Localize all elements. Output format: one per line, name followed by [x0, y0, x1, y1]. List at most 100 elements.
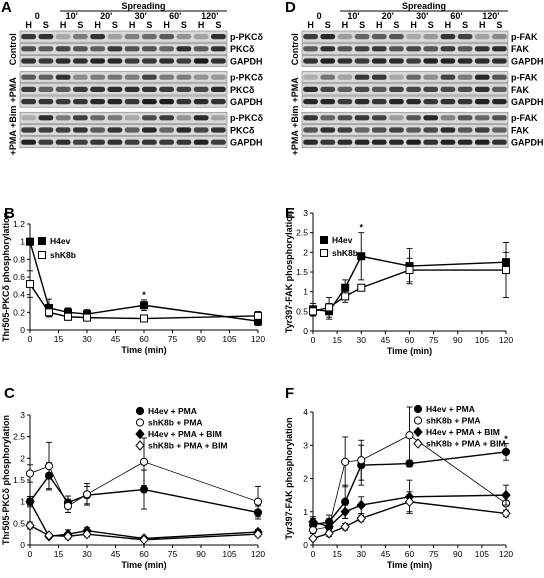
data-point [308, 533, 318, 544]
blot-band [55, 34, 71, 40]
blot-band [303, 86, 318, 92]
data-point [140, 314, 148, 323]
x-tick-label: 105 [475, 335, 489, 345]
blot-band [320, 127, 336, 133]
x-tick-label: 60 [405, 335, 415, 345]
legend-label: shK8b [50, 250, 76, 260]
data-point [356, 499, 366, 511]
blot-band [303, 46, 318, 52]
blot-band [72, 46, 88, 52]
blot-band [176, 74, 192, 80]
legend-label: H4ev + PMA [426, 404, 475, 414]
legend-label: H4ev [332, 235, 353, 245]
blot-band [90, 99, 106, 105]
blot-band [337, 127, 353, 133]
blot-band [303, 127, 318, 133]
blot-band [440, 34, 456, 40]
data-point [340, 521, 350, 532]
blot-band [354, 74, 370, 80]
blot-strip [19, 95, 228, 108]
y-axis-label: Tyr397-FAK phosphorylation [284, 211, 294, 333]
blot-band [176, 127, 192, 133]
blot-band [389, 115, 404, 121]
legend-marker [38, 237, 46, 245]
blot-band [38, 115, 54, 121]
blot-band [423, 127, 439, 133]
y-axis-label: Thr505-PKCδ phosphorylation [1, 415, 11, 545]
blot-band [389, 139, 404, 145]
data-point [64, 312, 72, 321]
significance-mark: * [359, 223, 363, 233]
blot-band [440, 46, 456, 52]
blot-band [72, 139, 88, 145]
blot-band [474, 115, 490, 121]
blot-band [176, 34, 192, 40]
series-1 [308, 406, 511, 535]
data-point [341, 292, 350, 301]
legend: H4ev shK8b [38, 236, 76, 260]
y-tick-label: 1.5 [13, 475, 25, 485]
blot-band [141, 34, 157, 40]
lane-label: H [445, 20, 452, 30]
blot-band [141, 115, 157, 121]
legend-label: shK8b [332, 248, 358, 258]
legend-label: shK8b + PMA + BIM [148, 441, 228, 451]
blot-band [440, 74, 456, 80]
y-tick-label: 0.2 [13, 307, 25, 317]
blot-band [90, 58, 106, 64]
x-tick-label: 30 [357, 335, 367, 345]
blot-band [159, 139, 175, 145]
blot-band [210, 115, 226, 121]
y-tick-label: 0.6 [13, 272, 25, 282]
blot-band [176, 46, 192, 52]
x-tick-label: 60 [139, 334, 149, 344]
x-tick-label: 90 [196, 334, 206, 344]
significance-mark: * [142, 290, 146, 300]
x-tick-label: 75 [429, 335, 439, 345]
x-tick-label: 0 [28, 334, 33, 344]
panel-letter: E [285, 205, 295, 222]
blot-band [440, 86, 456, 92]
blot-band [21, 34, 37, 40]
lane-label: H [307, 20, 314, 30]
x-tick-label: 45 [111, 334, 121, 344]
blot-strip [301, 136, 509, 149]
data-point [26, 280, 34, 289]
data-point [325, 303, 334, 312]
y-tick-label: 2 [20, 453, 25, 463]
x-tick-label: 15 [54, 334, 64, 344]
blot-band [337, 139, 353, 145]
data-point [253, 528, 263, 540]
blot-band [55, 115, 71, 121]
legend-label: H4ev + PMA + BIM [426, 427, 500, 437]
blot-band [337, 99, 353, 105]
lane-label: S [146, 20, 152, 30]
legend-label: shK8b + PMA [426, 416, 481, 426]
blot-band [124, 34, 140, 40]
x-tick-label: 75 [168, 549, 178, 559]
blot-band [107, 99, 123, 105]
blot-band [193, 99, 209, 105]
blot-band [55, 127, 71, 133]
blot-band [492, 74, 507, 80]
lane-label: H [376, 20, 383, 30]
blot-band [124, 115, 140, 121]
legend-label: H4ev [50, 236, 71, 246]
legend-label: H4ev + PMA + BIM [148, 429, 222, 439]
blot-band [141, 139, 157, 145]
blot-band [21, 127, 37, 133]
blot-band [141, 86, 157, 92]
blot-band [141, 74, 157, 80]
x-tick-label: 120 [251, 549, 265, 559]
blot-band [371, 99, 387, 105]
x-tick-label: 15 [332, 549, 342, 559]
data-point [356, 513, 366, 524]
blot-strip [301, 71, 509, 84]
blot-band [320, 86, 336, 92]
blot-band [38, 34, 54, 40]
data-point [44, 530, 54, 541]
blot-band [141, 127, 157, 133]
y-tick-label: 3 [303, 440, 308, 450]
legend-marker [413, 426, 423, 438]
